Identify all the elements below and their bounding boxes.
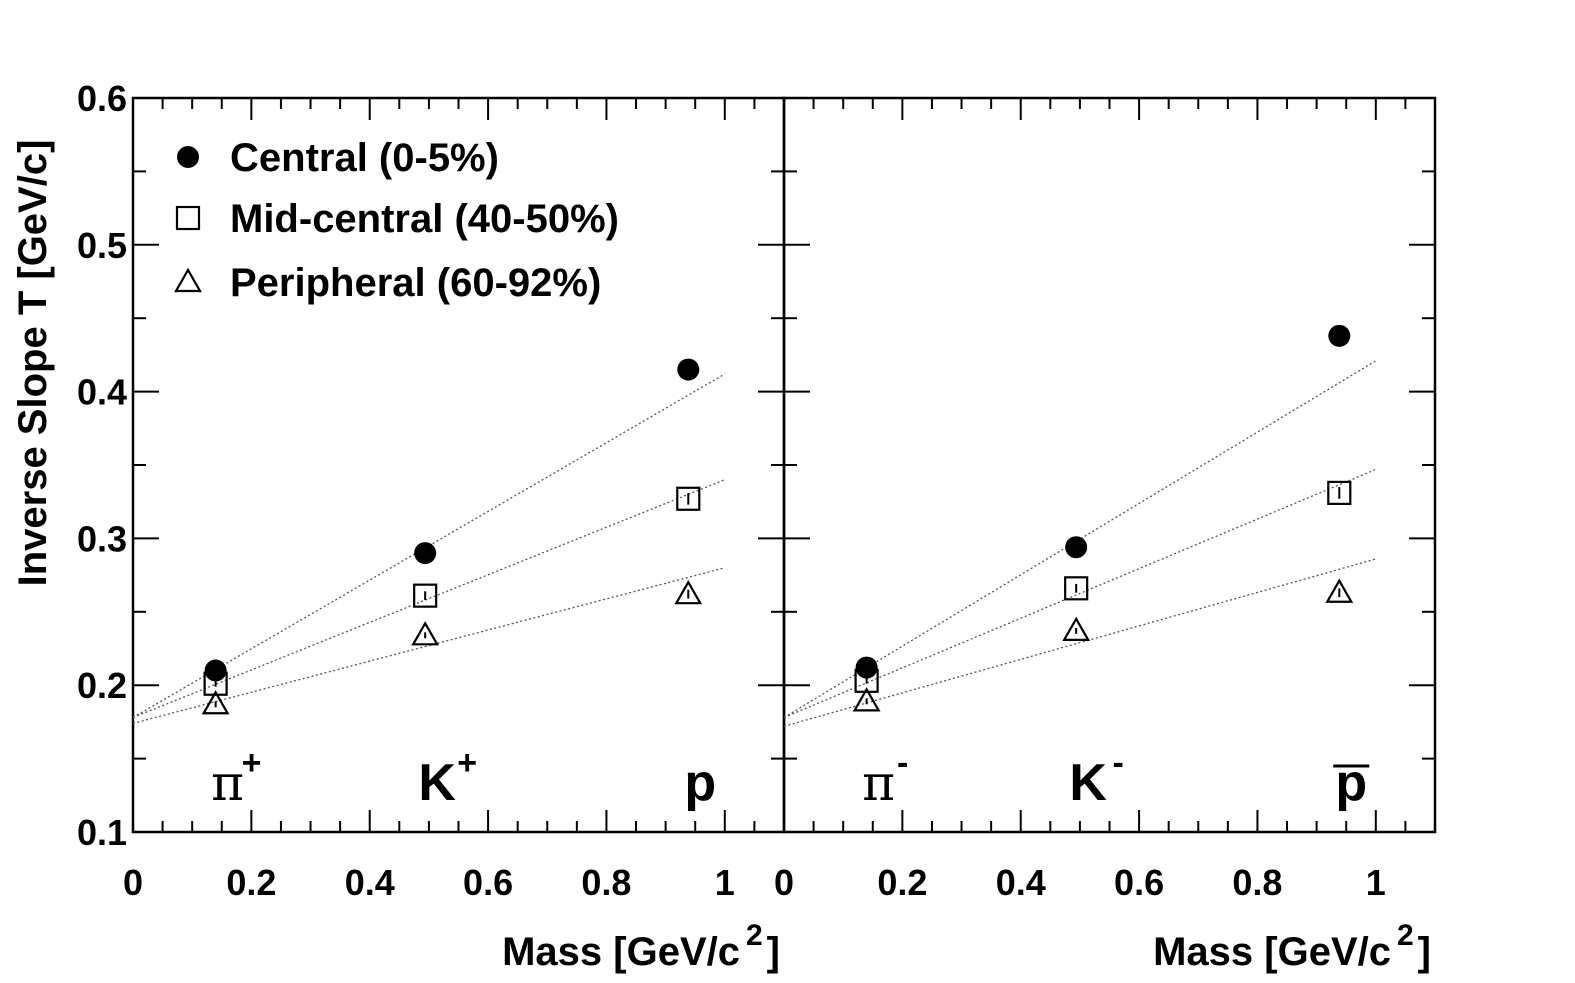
data-point xyxy=(413,583,438,608)
data-point xyxy=(1328,324,1351,347)
data-point xyxy=(414,542,437,565)
x-tick-label: 0.2 xyxy=(226,862,276,903)
fit-line xyxy=(132,479,726,719)
data-point xyxy=(855,656,878,679)
data-point xyxy=(1062,616,1091,641)
data-point xyxy=(1325,578,1354,603)
legend-label: Central (0-5%) xyxy=(230,136,499,180)
data-point xyxy=(677,358,700,381)
data-point xyxy=(204,659,227,682)
data-point xyxy=(201,690,230,715)
particle-label-charge: + xyxy=(457,744,477,782)
x-tick-label: 0.6 xyxy=(1114,862,1164,903)
y-tick-label: 0.1 xyxy=(77,812,127,853)
x-tick-label: 0.6 xyxy=(463,862,513,903)
data-point xyxy=(1065,536,1088,559)
y-tick-label: 0.4 xyxy=(77,372,127,413)
x-axis-title: Mass [GeV/c 2] xyxy=(1153,919,1431,974)
x-tick-label: 0.8 xyxy=(581,862,631,903)
legend-marker xyxy=(174,267,202,293)
particle-label: p xyxy=(684,754,716,812)
particle-label: π xyxy=(862,754,895,812)
data-point xyxy=(852,687,881,712)
particle-label-charge: - xyxy=(1113,744,1124,782)
data-point xyxy=(674,579,703,605)
data-point xyxy=(203,671,228,696)
fit-line xyxy=(783,468,1377,719)
y-tick-label: 0.3 xyxy=(77,518,127,559)
x-tick-label: 1 xyxy=(1366,862,1386,903)
y-tick-label: 0.2 xyxy=(77,665,127,706)
x-tick-label: 0.2 xyxy=(877,862,927,903)
x-tick-label: 0.4 xyxy=(996,862,1046,903)
fit-line xyxy=(783,558,1376,727)
data-point xyxy=(411,621,440,646)
legend: Central (0-5%) Mid-central (40-50%) Periph… xyxy=(174,136,619,305)
x-tick-label: 0.4 xyxy=(345,862,395,903)
y-tick-label: 0.5 xyxy=(77,225,127,266)
data-point xyxy=(854,668,879,693)
legend-marker xyxy=(175,205,201,231)
x-tick-label: 0 xyxy=(774,862,794,903)
data-point xyxy=(676,486,701,511)
y-axis-title: Inverse Slope T [GeV/c] xyxy=(11,140,55,587)
particle-label: K xyxy=(1069,754,1107,812)
x-tick-label: 0.8 xyxy=(1232,862,1282,903)
data-point xyxy=(1064,576,1089,601)
x-tick-label: 0 xyxy=(123,862,143,903)
particle-label-charge: + xyxy=(242,744,262,782)
fit-line xyxy=(132,567,725,724)
particle-label-charge: - xyxy=(897,744,908,782)
plot-frame xyxy=(782,96,1437,834)
legend-marker xyxy=(177,146,199,168)
x-tick-label: 1 xyxy=(715,862,735,903)
particle-label: p xyxy=(1335,754,1367,812)
y-tick-label: 0.6 xyxy=(77,78,127,119)
particle-label: π xyxy=(211,754,244,812)
legend-label: Peripheral (60-92%) xyxy=(230,261,601,305)
particle-label: K xyxy=(418,754,456,812)
legend-label: Mid-central (40-50%) xyxy=(230,197,619,241)
data-point xyxy=(1327,480,1352,505)
x-axis-title: Mass [GeV/c 2] xyxy=(502,919,780,974)
